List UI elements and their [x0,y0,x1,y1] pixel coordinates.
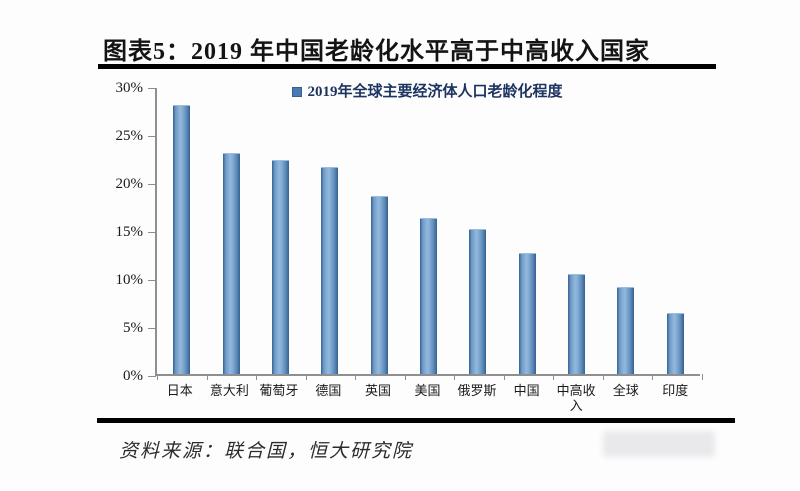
bar-全球 [617,286,635,374]
x-tick-label: 英国 [364,383,391,398]
x-axis-labels: 日本 意大利 葡萄牙 德国 英国 美国 俄罗斯 中国 中高收入 全球 印度 [155,383,700,413]
x-tick-label: 中高收入 [556,383,596,413]
y-tick-label: 0% [123,368,143,384]
x-tick-mark [206,374,208,380]
bar-slot [453,88,502,374]
bar-德国 [321,166,339,374]
bar-slot [651,88,700,374]
y-tick-mark [148,328,156,329]
bar-中高收入 [568,274,586,374]
bar-印度 [666,312,684,374]
y-tick-label: 15% [115,224,144,240]
x-tick-mark [404,374,406,380]
x-tick-label: 德国 [315,383,342,398]
bar-slot [354,88,403,374]
x-tick-mark [305,374,307,380]
bar-slot [305,88,354,374]
bar-slot [206,88,255,374]
legend-label: 2019年全球主要经济体人口老龄化程度 [307,84,563,100]
y-tick-label: 10% [115,272,144,288]
x-tick-label: 葡萄牙 [259,383,299,398]
bar-意大利 [222,153,240,374]
bar-俄罗斯 [469,229,487,374]
bars-row [157,88,700,374]
y-tick-mark [148,88,156,89]
bar-美国 [419,218,437,374]
x-tick-mark [355,374,357,380]
bar-slot [601,88,650,374]
x-tick-mark [602,374,604,380]
bar-葡萄牙 [271,159,289,374]
x-tick-mark [553,374,555,380]
chart-legend: 2019年全球主要经济体人口老龄化程度 [155,80,700,101]
y-tick-mark [148,232,156,233]
y-axis-labels: 30% 25% 20% 15% 10% 5% 0% [95,80,149,384]
bar-slot [157,88,206,374]
x-tick-label: 俄罗斯 [457,383,497,398]
bar-日本 [173,105,191,374]
y-tick-label: 5% [123,320,143,336]
legend-swatch-icon [292,87,303,97]
x-tick-mark [454,374,456,380]
bar-slot [552,88,601,374]
bar-英国 [370,196,388,374]
x-tick-label: 意大利 [209,383,249,398]
x-tick-mark [702,374,703,380]
y-tick-mark [148,184,156,185]
y-tick-mark [148,280,156,281]
bar-中国 [518,253,536,374]
x-tick-mark [503,374,505,380]
x-tick-mark [157,374,158,380]
x-tick-label: 日本 [166,383,193,398]
y-tick-mark [148,136,156,137]
x-tick-label: 中国 [513,383,540,398]
bar-slot [256,88,305,374]
x-tick-mark [256,374,258,380]
title-divider-rule [98,64,716,69]
x-tick-label: 美国 [414,383,441,398]
source-divider-rule [97,418,735,423]
plot-area [148,88,703,380]
bar-slot [503,88,552,374]
x-tick-label: 印度 [662,383,689,398]
y-tick-label: 30% [115,80,144,96]
x-tick-label: 全球 [612,383,639,398]
x-tick-mark [652,374,654,380]
figure-title: 图表5：2019 年中国老龄化水平高于中高收入国家 [103,39,650,65]
y-tick-mark [148,376,156,377]
bar-slot [404,88,453,374]
y-tick-label: 25% [115,128,144,144]
source-note: 资料来源：联合国，恒大研究院 [119,441,414,462]
watermark-smudge [603,431,715,457]
y-tick-label: 20% [115,176,144,192]
